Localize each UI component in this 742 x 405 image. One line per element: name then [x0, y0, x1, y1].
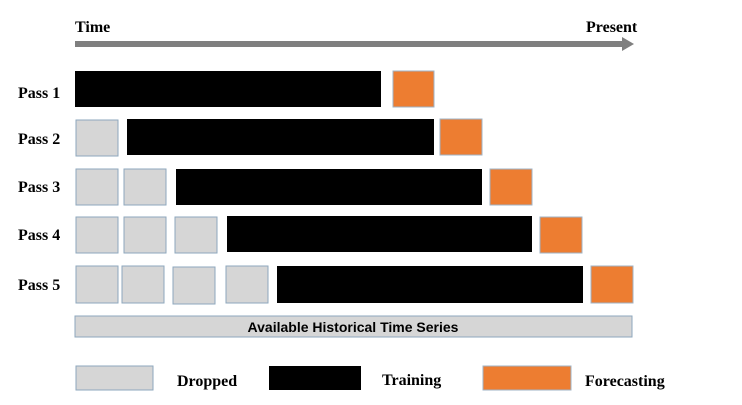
training-block: [227, 216, 532, 252]
pass-label: Pass 1: [18, 85, 60, 102]
timeline-start-label: Time: [75, 19, 110, 36]
dropped-block: [121, 265, 165, 304]
pass-label: Pass 2: [18, 131, 60, 148]
legend-forecasting-swatch: [482, 365, 572, 391]
legend-forecasting-label: Forecasting: [585, 373, 665, 390]
pass-label: Pass 5: [18, 277, 60, 294]
pass-row-4: [75, 216, 583, 254]
legend-dropped-swatch: [75, 365, 154, 391]
dropped-block: [75, 168, 119, 206]
legend-training-label: Training: [382, 372, 441, 389]
dropped-block: [75, 216, 119, 254]
timeline-arrow-shaft: [75, 41, 625, 47]
pass-row-2: [75, 118, 483, 157]
pass-label: Pass 4: [18, 227, 60, 244]
forecasting-block: [439, 118, 483, 156]
training-block: [176, 169, 482, 205]
pass-row-5: [75, 265, 634, 305]
pass-label: Pass 3: [18, 179, 60, 196]
training-block: [127, 119, 434, 155]
dropped-block: [123, 168, 167, 206]
legend-training-swatch: [269, 366, 361, 390]
pass-labels: Pass 1 Pass 2 Pass 3 Pass 4 Pass 5: [18, 85, 60, 294]
available-series-rect: [74, 315, 633, 338]
forecasting-block: [539, 216, 583, 254]
training-block: [277, 266, 583, 303]
training-block: [75, 71, 381, 107]
dropped-block: [75, 265, 119, 304]
available-series-label: Available Historical Time Series: [248, 319, 459, 335]
dropped-block: [75, 119, 119, 157]
dropped-block: [225, 265, 269, 304]
pass-row-3: [75, 168, 533, 206]
legend: Dropped Training Forecasting: [75, 365, 665, 391]
dropped-block: [172, 266, 216, 305]
timeline: Time Present: [75, 19, 638, 51]
dropped-block: [174, 216, 218, 254]
dropped-block: [123, 216, 167, 254]
available-series-bar: Available Historical Time Series: [74, 315, 633, 338]
forecasting-block: [392, 70, 435, 108]
timeline-arrow-head: [622, 37, 634, 51]
pass-row-1: [75, 70, 435, 108]
forecasting-block: [590, 265, 634, 304]
timeline-end-label: Present: [586, 19, 638, 36]
legend-dropped-label: Dropped: [177, 373, 237, 390]
forecasting-block: [489, 168, 533, 206]
